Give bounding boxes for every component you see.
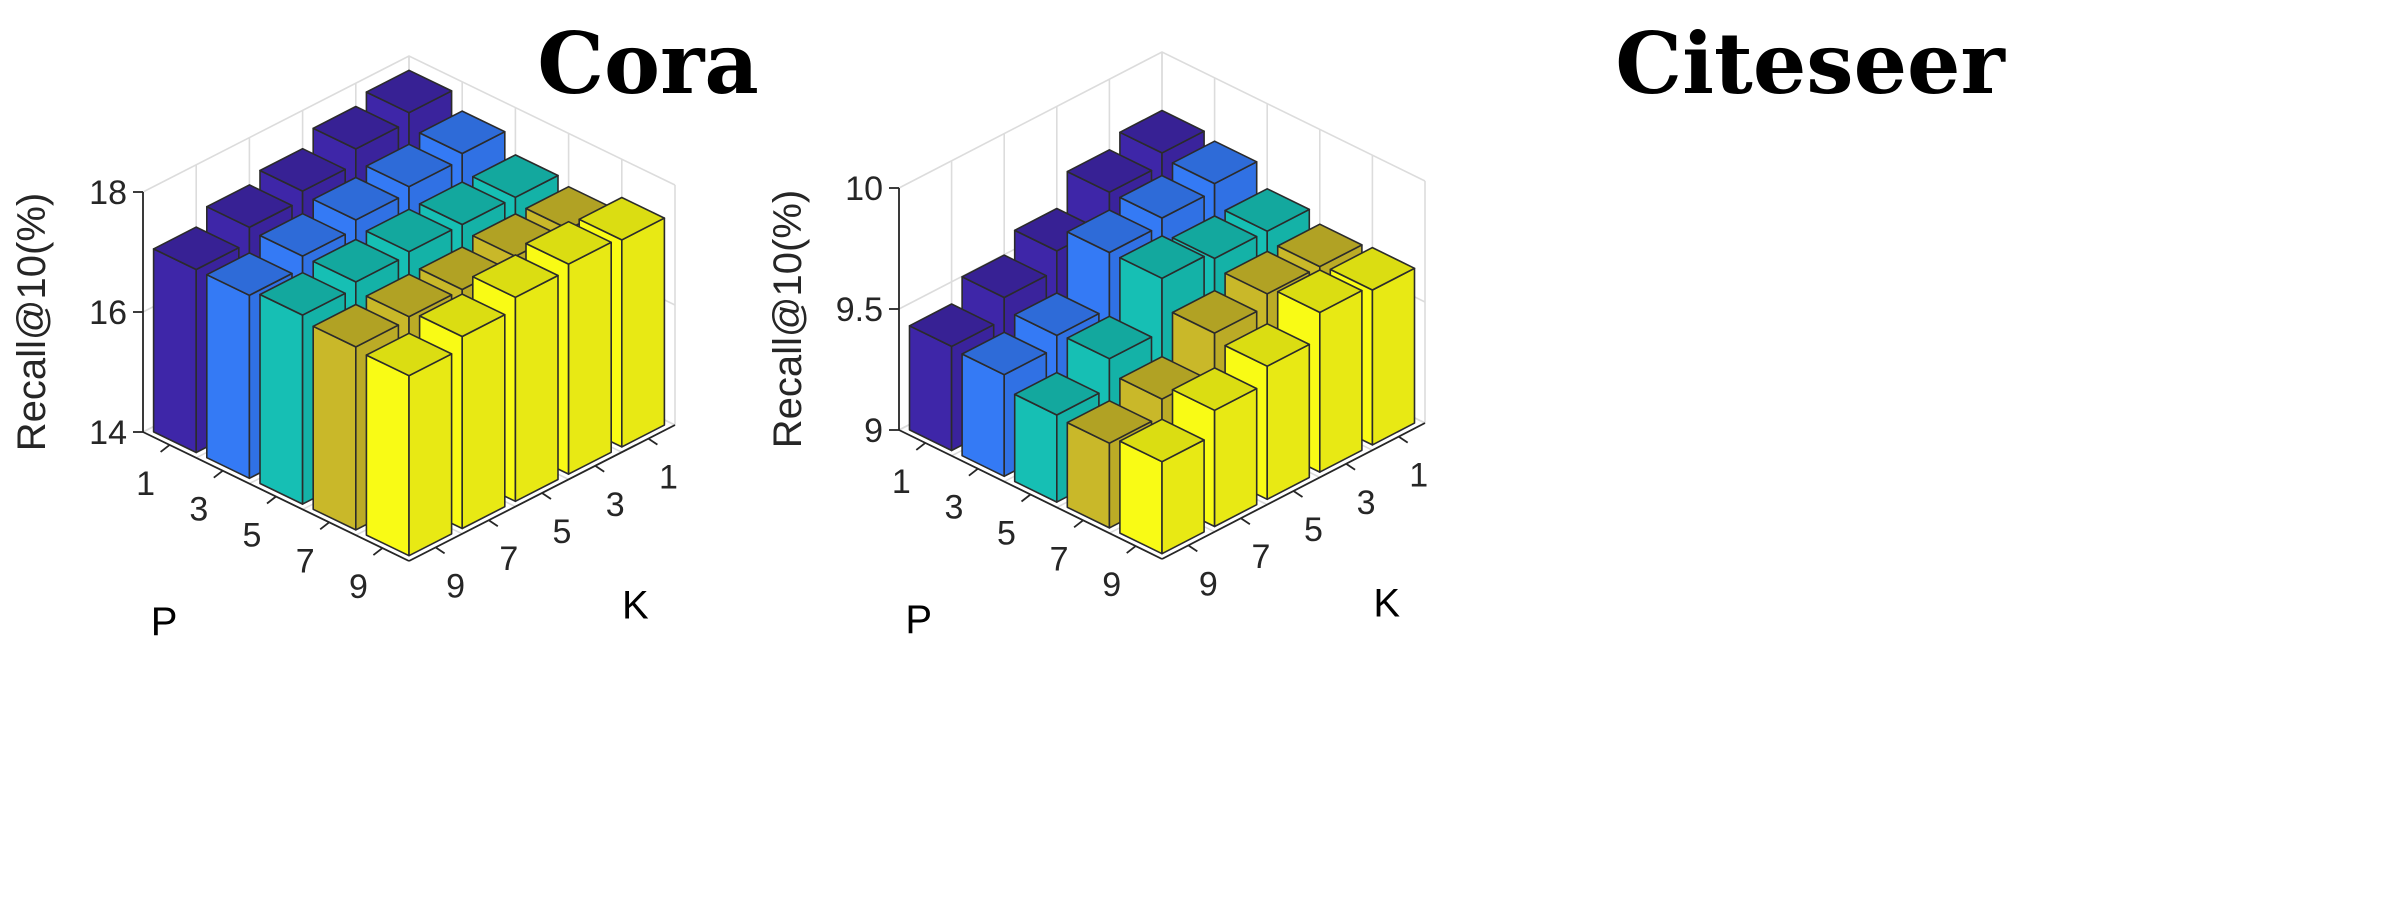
cora-p-tick-label: 7 — [296, 542, 315, 580]
citeseer-k-tick-label: 7 — [1251, 538, 1270, 576]
citeseer-p-tick-label: 5 — [997, 515, 1016, 553]
cora-p-tick-label: 1 — [136, 465, 155, 503]
cora-p-axis-label: P — [151, 600, 178, 644]
citeseer-p-tick-label: 9 — [1102, 566, 1121, 604]
citeseer-k-tick-mark — [1187, 544, 1198, 553]
cora-p-tick-mark — [213, 469, 224, 479]
cora-z-axis-label: Recall@10(%) — [10, 193, 54, 451]
cora-bar-p9-k9 — [365, 332, 453, 557]
citeseer-bar-p9-k9 — [1119, 418, 1205, 555]
citeseer-p-tick-mark — [968, 467, 979, 477]
citeseer-k-tick-mark — [1345, 463, 1356, 471]
cora-k-tick-mark — [541, 492, 552, 500]
citeseer-p-tick-mark — [1126, 545, 1137, 554]
cora-z-tick-label: 16 — [89, 294, 127, 332]
cora-k-axis-label: K — [622, 583, 649, 627]
citeseer-z-tick-label: 10 — [845, 170, 883, 208]
cora-k-tick-mark — [594, 465, 605, 473]
cora-k-tick-mark — [647, 437, 658, 446]
cora-title: Cora — [537, 14, 759, 113]
citeseer-p-axis-label: P — [905, 598, 932, 642]
citeseer-bars — [908, 109, 1416, 555]
cora-k-tick-label: 5 — [553, 513, 572, 551]
citeseer-k-tick-mark — [1398, 435, 1409, 444]
citeseer-p-tick-mark — [1020, 493, 1032, 503]
citeseer-p-tick-label: 3 — [944, 489, 963, 527]
cora-k-tick-label: 9 — [446, 567, 465, 605]
cora-p-tick-label: 5 — [243, 517, 262, 555]
cora-z-tick-label: 18 — [89, 174, 127, 212]
citeseer-z-tick-label: 9.5 — [836, 291, 883, 329]
cora-p-tick-mark — [319, 521, 330, 531]
citeseer-k-tick-mark — [1293, 490, 1303, 498]
citeseer-z-axis-label: Recall@10(%) — [766, 190, 810, 448]
cora-p-tick-mark — [372, 547, 383, 556]
cora-p-tick-mark — [160, 444, 171, 453]
citeseer-k-tick-label: 1 — [1409, 457, 1428, 495]
cora-grid-line — [142, 55, 676, 193]
cora-p-tick-mark — [266, 495, 277, 505]
citeseer-title: Citeseer — [1615, 14, 2006, 113]
cora-k-tick-label: 1 — [659, 459, 678, 497]
citeseer-k-tick-label: 5 — [1304, 511, 1323, 549]
citeseer-grid-line — [898, 51, 1426, 189]
citeseer-p-tick-mark — [1073, 519, 1084, 529]
citeseer-k-tick-label: 9 — [1199, 565, 1218, 603]
citeseer-z-tick-label: 9 — [864, 412, 883, 450]
cora-k-tick-label: 7 — [499, 540, 518, 578]
cora-k-tick-label: 3 — [606, 486, 625, 524]
cora-p-tick-label: 9 — [349, 568, 368, 606]
cora-k-tick-mark — [435, 546, 446, 555]
citeseer-p-tick-mark — [915, 442, 926, 451]
cora-bars — [152, 69, 666, 557]
citeseer-k-axis-label: K — [1373, 581, 1400, 625]
citeseer-k-tick-mark — [1240, 517, 1251, 525]
cora-z-tick-label: 14 — [89, 414, 127, 452]
citeseer-k-tick-label: 3 — [1357, 484, 1376, 522]
cora-p-tick-label: 3 — [189, 491, 208, 529]
cora-k-tick-mark — [488, 519, 499, 527]
citeseer-p-tick-label: 1 — [892, 463, 911, 501]
citeseer-p-tick-label: 7 — [1050, 540, 1069, 578]
